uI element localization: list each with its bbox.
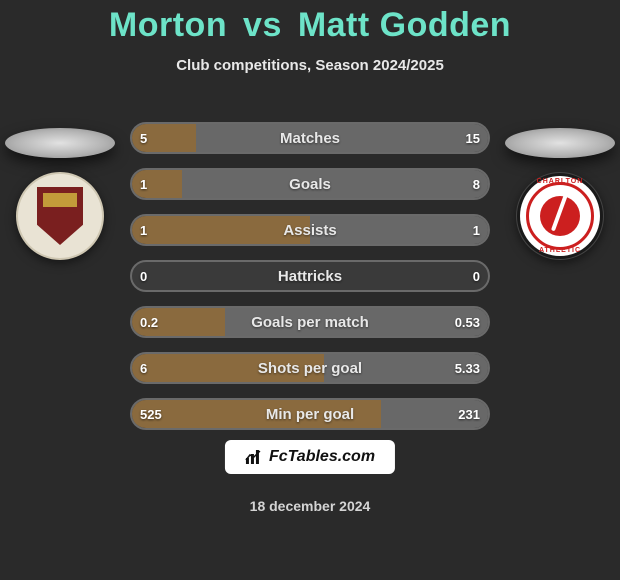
stat-bars: Matches515Goals18Assists11Hattricks00Goa… — [130, 122, 490, 444]
stat-value-left: 1 — [130, 214, 157, 246]
stat-row: Hattricks0 0 — [130, 260, 490, 292]
stat-value-left: 0.2 — [130, 306, 168, 338]
stat-value-right: 5.33 — [445, 352, 490, 384]
stat-label: Hattricks — [130, 260, 490, 292]
brand-badge: FcTables.com — [225, 440, 395, 474]
stat-value-left: 0 — [130, 260, 157, 292]
sword-icon — [540, 196, 580, 236]
stat-label: Shots per goal — [130, 352, 490, 384]
stat-value-right: 1 — [463, 214, 490, 246]
brand-text: FcTables.com — [269, 448, 375, 466]
stat-value-right: 0 — [463, 260, 490, 292]
stat-value-right: 0.53 — [445, 306, 490, 338]
stat-value-right: 15 — [456, 122, 490, 154]
stat-row: Matches5 15 — [130, 122, 490, 154]
date-label: 18 december 2024 — [0, 498, 620, 514]
stat-row: Goals1 8 — [130, 168, 490, 200]
player-right-column: CHARLTON ATHLETIC — [500, 128, 620, 260]
stat-label: Matches — [130, 122, 490, 154]
stat-value-right: 8 — [463, 168, 490, 200]
page-title: Morton vs Matt Godden — [0, 0, 620, 45]
vs-label: vs — [243, 6, 282, 44]
stat-value-left: 1 — [130, 168, 157, 200]
stat-row: Shots per goal6 5.33 — [130, 352, 490, 384]
charlton-badge-icon: CHARLTON ATHLETIC — [520, 176, 600, 256]
crest-text-top: CHARLTON — [537, 178, 584, 185]
stat-value-left: 525 — [130, 398, 172, 430]
stat-label: Goals per match — [130, 306, 490, 338]
stat-value-right: 231 — [448, 398, 490, 430]
stat-value-left: 6 — [130, 352, 157, 384]
stat-label: Goals — [130, 168, 490, 200]
player-right-name: Matt Godden — [298, 6, 511, 44]
player-left-name: Morton — [109, 6, 227, 44]
chart-icon — [245, 449, 263, 465]
player-left-halo — [5, 128, 115, 158]
shield-icon — [37, 187, 83, 245]
crest-text-bot: ATHLETIC — [539, 247, 581, 254]
stat-row: Goals per match0.2 0.53 — [130, 306, 490, 338]
player-left-crest — [16, 172, 104, 260]
player-left-column — [0, 128, 120, 260]
subtitle: Club competitions, Season 2024/2025 — [0, 57, 620, 74]
stat-row: Min per goal525 231 — [130, 398, 490, 430]
stat-label: Min per goal — [130, 398, 490, 430]
stat-label: Assists — [130, 214, 490, 246]
stat-value-left: 5 — [130, 122, 157, 154]
player-right-halo — [505, 128, 615, 158]
stat-row: Assists1 1 — [130, 214, 490, 246]
player-right-crest: CHARLTON ATHLETIC — [516, 172, 604, 260]
